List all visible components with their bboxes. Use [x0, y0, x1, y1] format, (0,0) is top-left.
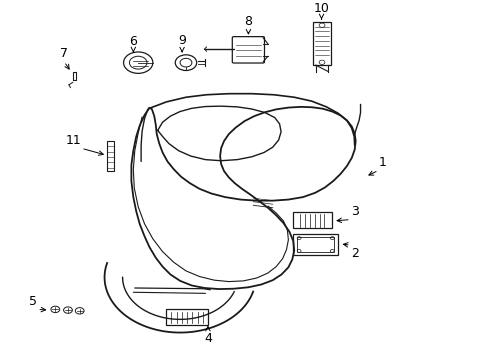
Text: 11: 11: [65, 134, 81, 147]
Bar: [293, 234, 337, 255]
Text: 8: 8: [244, 15, 252, 28]
Text: 9: 9: [178, 34, 185, 47]
Text: 4: 4: [203, 332, 211, 345]
Text: 1: 1: [378, 156, 386, 169]
Bar: [312, 22, 330, 65]
Bar: [293, 212, 331, 229]
Bar: [107, 141, 114, 171]
Bar: [297, 237, 333, 252]
Bar: [166, 309, 207, 325]
Text: 5: 5: [29, 295, 37, 308]
Text: 7: 7: [60, 47, 68, 60]
Text: 10: 10: [313, 2, 329, 15]
Text: 3: 3: [350, 205, 358, 218]
Text: 6: 6: [129, 35, 137, 48]
Text: 2: 2: [350, 247, 358, 260]
